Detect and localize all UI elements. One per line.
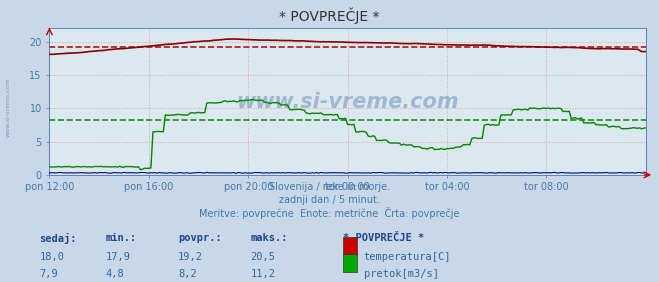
Text: 20,5: 20,5	[250, 252, 275, 262]
Text: 4,8: 4,8	[105, 269, 124, 279]
Text: temperatura[C]: temperatura[C]	[364, 252, 451, 262]
Text: 7,9: 7,9	[40, 269, 58, 279]
Text: 18,0: 18,0	[40, 252, 65, 262]
Text: www.si-vreme.com: www.si-vreme.com	[5, 78, 11, 137]
Text: * POVPREČJE *: * POVPREČJE *	[279, 7, 380, 24]
Text: maks.:: maks.:	[250, 233, 288, 243]
Text: 19,2: 19,2	[178, 252, 203, 262]
Text: 17,9: 17,9	[105, 252, 130, 262]
Text: pretok[m3/s]: pretok[m3/s]	[364, 269, 439, 279]
Text: www.si-vreme.com: www.si-vreme.com	[237, 92, 459, 111]
Text: Meritve: povprečne  Enote: metrične  Črta: povprečje: Meritve: povprečne Enote: metrične Črta:…	[199, 207, 460, 219]
Text: 11,2: 11,2	[250, 269, 275, 279]
Text: min.:: min.:	[105, 233, 136, 243]
Text: povpr.:: povpr.:	[178, 233, 221, 243]
Text: * POVPREČJE *: * POVPREČJE *	[343, 233, 424, 243]
Text: sedaj:: sedaj:	[40, 233, 77, 244]
Text: 8,2: 8,2	[178, 269, 196, 279]
Text: zadnji dan / 5 minut.: zadnji dan / 5 minut.	[279, 195, 380, 204]
Text: Slovenija / reke in morje.: Slovenija / reke in morje.	[269, 182, 390, 192]
